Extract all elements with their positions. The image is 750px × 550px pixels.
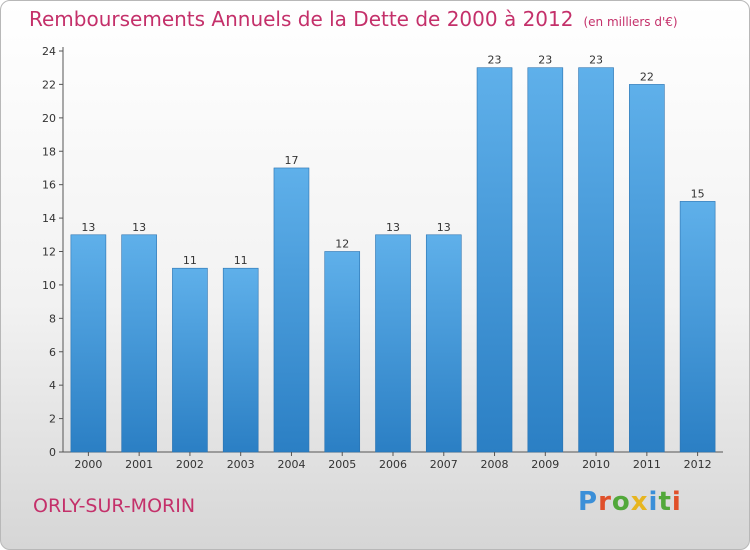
bar-2004 xyxy=(273,167,310,453)
x-tick-label-2011: 2011 xyxy=(633,458,661,471)
value-label-2004: 17 xyxy=(284,154,298,167)
chart-title: Remboursements Annuels de la Dette de 20… xyxy=(29,7,678,31)
y-tick-label: 12 xyxy=(42,246,56,259)
value-label-2002: 11 xyxy=(183,254,197,267)
x-tick-label-2005: 2005 xyxy=(328,458,356,471)
x-tick-label-2010: 2010 xyxy=(582,458,610,471)
x-tick-label-2009: 2009 xyxy=(531,458,559,471)
bar-2011 xyxy=(629,84,665,453)
y-tick-label: 0 xyxy=(49,446,56,459)
y-tick-label: 20 xyxy=(42,112,56,125)
x-tick-label-2003: 2003 xyxy=(227,458,255,471)
x-tick-label-2000: 2000 xyxy=(74,458,102,471)
value-label-2003: 11 xyxy=(234,254,248,267)
bar-2010 xyxy=(578,67,614,453)
value-label-2006: 13 xyxy=(386,221,400,234)
value-label-2011: 22 xyxy=(640,70,654,83)
x-tick-label-2001: 2001 xyxy=(125,458,153,471)
bar-2007 xyxy=(425,234,462,453)
value-label-2010: 23 xyxy=(589,54,603,67)
y-tick-label: 24 xyxy=(42,45,56,58)
city-name: ORLY-SUR-MORIN xyxy=(33,495,196,517)
value-label-2000: 13 xyxy=(81,221,95,234)
bar-2005 xyxy=(324,251,361,453)
chart-unit: (en milliers d'€) xyxy=(583,15,678,29)
value-label-2008: 23 xyxy=(488,54,502,67)
x-tick-label-2007: 2007 xyxy=(430,458,458,471)
value-label-2005: 12 xyxy=(335,238,349,251)
y-tick-label: 22 xyxy=(42,78,56,91)
y-tick-label: 4 xyxy=(49,379,56,392)
y-tick-label: 8 xyxy=(49,312,56,325)
bar-2012 xyxy=(679,201,716,453)
x-tick-label-2002: 2002 xyxy=(176,458,204,471)
x-tick-label-2012: 2012 xyxy=(684,458,712,471)
value-label-2001: 13 xyxy=(132,221,146,234)
bar-2000 xyxy=(70,234,107,453)
y-tick-label: 14 xyxy=(42,212,56,225)
bar-2001 xyxy=(121,234,157,453)
bar-2008 xyxy=(476,67,513,453)
y-tick-label: 10 xyxy=(42,279,56,292)
x-tick-label-2008: 2008 xyxy=(481,458,509,471)
bar-2009 xyxy=(527,67,564,453)
bar-2003 xyxy=(222,267,259,453)
value-label-2009: 23 xyxy=(538,54,552,67)
y-tick-label: 6 xyxy=(49,346,56,359)
y-tick-label: 18 xyxy=(42,145,56,158)
x-tick-label-2006: 2006 xyxy=(379,458,407,471)
y-tick-label: 16 xyxy=(42,179,56,192)
x-tick-label-2004: 2004 xyxy=(277,458,305,471)
bar-2002 xyxy=(172,267,208,453)
y-tick-label: 2 xyxy=(49,413,56,426)
bar-2006 xyxy=(375,234,411,453)
value-label-2007: 13 xyxy=(437,221,451,234)
chart-title-text: Remboursements Annuels de la Dette de 20… xyxy=(29,7,574,31)
proxiti-logo: Proxiti xyxy=(578,487,682,517)
value-label-2012: 15 xyxy=(691,187,705,200)
